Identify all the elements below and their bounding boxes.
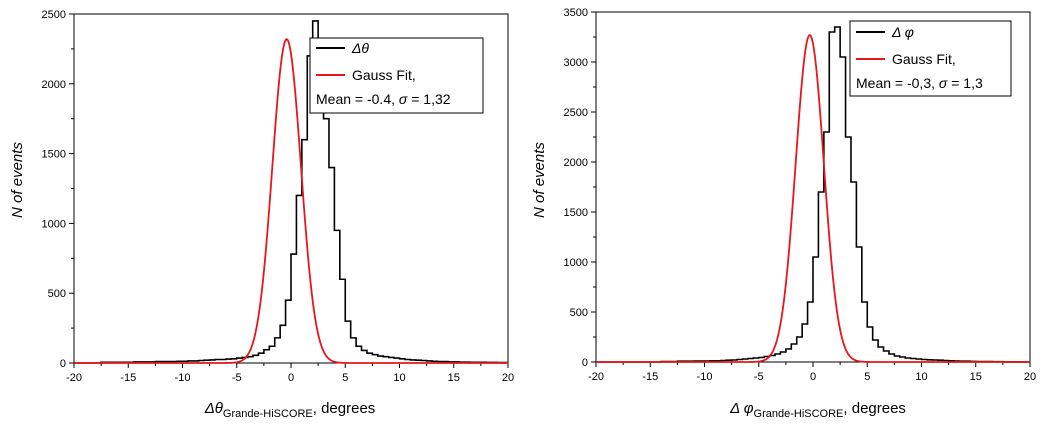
x-tick-label: 20 bbox=[502, 372, 514, 384]
legend-label-fit: Gauss Fit, bbox=[352, 67, 416, 83]
legend-label-fit: Gauss Fit, bbox=[892, 51, 956, 67]
x-axis-title: ΔθGrande-HiSCORE, degrees bbox=[204, 400, 376, 420]
y-tick-label: 2000 bbox=[42, 79, 66, 91]
y-tick-label: 3500 bbox=[564, 7, 588, 19]
legend: Δ φ Gauss Fit, Mean = -0,3, σ = 1,3 bbox=[849, 20, 1012, 97]
x-tick-label: 20 bbox=[1024, 371, 1036, 383]
y-tick-label: 1500 bbox=[564, 207, 588, 219]
fit-params-prefix: Mean = -0.4, bbox=[316, 91, 399, 107]
gauss-fit-series bbox=[74, 37, 508, 364]
y-tick-label: 3000 bbox=[564, 57, 588, 69]
y-tick-label: 2500 bbox=[564, 107, 588, 119]
fit-params-sigma: σ bbox=[399, 91, 408, 107]
x-axis-subscript: Grande-HiSCORE bbox=[223, 408, 313, 420]
y-tick-label: 1500 bbox=[42, 149, 66, 161]
histogram-series bbox=[596, 26, 1030, 363]
histogram-series bbox=[74, 20, 508, 364]
x-tick-label: 0 bbox=[810, 371, 816, 383]
y-axis-title: N of events bbox=[531, 142, 548, 218]
legend-label-histogram: Δθ bbox=[351, 40, 369, 56]
x-tick-label: 0 bbox=[288, 372, 294, 384]
y-tick-label: 500 bbox=[48, 288, 66, 300]
chart-delta-theta: N of events ΔθGrande-HiSCORE, degrees -2… bbox=[9, 9, 514, 420]
fit-params-suffix: = 1,3 bbox=[947, 75, 983, 91]
x-tick-label: 10 bbox=[915, 371, 927, 383]
y-tick-label: 2500 bbox=[42, 9, 66, 21]
x-tick-label: -5 bbox=[232, 372, 242, 384]
x-axis-symbol: Δ φ bbox=[729, 400, 754, 417]
chart-delta-phi: N of events Δ φGrande-HiSCORE, degrees -… bbox=[531, 7, 1036, 420]
x-axis-title: Δ φGrande-HiSCORE, degrees bbox=[729, 400, 906, 420]
x-tick-label: -20 bbox=[588, 371, 604, 383]
x-axis-suffix: , degrees bbox=[313, 400, 376, 417]
legend: Δθ Gauss Fit, Mean = -0.4, σ = 1,32 bbox=[309, 37, 484, 114]
legend-fit-params: Mean = -0.4, σ = 1,32 bbox=[316, 91, 451, 107]
fit-params-sigma: σ bbox=[939, 75, 948, 91]
x-tick-label: -5 bbox=[754, 371, 764, 383]
x-tick-label: 15 bbox=[970, 371, 982, 383]
x-tick-label: 10 bbox=[393, 372, 405, 384]
x-axis-suffix: , degrees bbox=[843, 400, 906, 417]
x-tick-label: 15 bbox=[448, 372, 460, 384]
y-tick-label: 0 bbox=[60, 358, 66, 370]
y-tick-label: 2000 bbox=[564, 157, 588, 169]
fit-params-prefix: Mean = -0,3, bbox=[856, 75, 939, 91]
x-tick-label: -10 bbox=[175, 372, 191, 384]
legend-fit-params: Mean = -0,3, σ = 1,3 bbox=[856, 75, 983, 91]
x-axis-subscript: Grande-HiSCORE bbox=[754, 408, 844, 420]
y-axis-title: N of events bbox=[9, 142, 26, 218]
x-tick-label: 5 bbox=[342, 372, 348, 384]
y-tick-label: 1000 bbox=[42, 218, 66, 230]
x-tick-label: -15 bbox=[120, 372, 136, 384]
x-tick-label: 5 bbox=[864, 371, 870, 383]
x-tick-label: -10 bbox=[697, 371, 713, 383]
y-tick-label: 500 bbox=[570, 307, 588, 319]
x-axis-symbol: Δθ bbox=[204, 400, 223, 417]
y-tick-label: 0 bbox=[582, 357, 588, 369]
x-tick-label: -15 bbox=[642, 371, 658, 383]
fit-params-suffix: = 1,32 bbox=[407, 91, 450, 107]
legend-label-histogram: Δ φ bbox=[891, 24, 914, 40]
gauss-fit-series bbox=[596, 33, 1030, 363]
y-tick-label: 1000 bbox=[564, 257, 588, 269]
x-tick-label: -20 bbox=[66, 372, 82, 384]
